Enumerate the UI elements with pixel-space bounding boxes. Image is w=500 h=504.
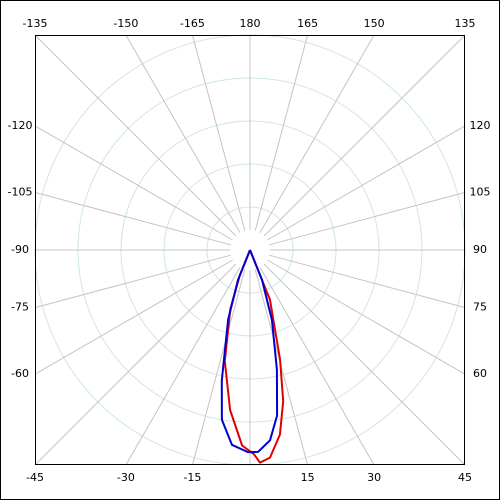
grid-line [125, 34, 241, 233]
angle-label: 120 [470, 119, 491, 132]
grid-line [125, 267, 241, 466]
angle-label: 165 [297, 17, 318, 30]
angle-label: 75 [473, 301, 487, 314]
angle-label: 60 [473, 367, 487, 380]
grid-line [34, 263, 237, 466]
angle-label: 45 [458, 471, 472, 484]
angle-label: 105 [470, 185, 491, 198]
angle-label: -135 [23, 17, 48, 30]
angle-label: -120 [8, 119, 33, 132]
grid-line [34, 34, 237, 237]
grid-line [254, 34, 309, 231]
angle-label: 135 [455, 17, 476, 30]
grid-line [34, 191, 231, 246]
grid-line [259, 34, 375, 233]
angle-label: 15 [301, 471, 315, 484]
grid-line [191, 34, 246, 231]
angle-label: 30 [367, 471, 381, 484]
angle-label: 150 [364, 17, 385, 30]
grid-line [263, 263, 466, 466]
angle-label: -75 [11, 301, 29, 314]
angle-label: -165 [180, 17, 205, 30]
grid-line [259, 267, 375, 466]
angle-label: 180 [240, 17, 261, 30]
angle-label: -45 [26, 471, 44, 484]
angle-label: -30 [117, 471, 135, 484]
grid-line [267, 259, 466, 375]
angle-label: -60 [11, 367, 29, 380]
angle-label: 90 [473, 243, 487, 256]
angle-label: -105 [8, 185, 33, 198]
grid-line [263, 34, 466, 237]
angle-label: -90 [11, 243, 29, 256]
plot-area [35, 35, 465, 465]
angle-label: -15 [183, 471, 201, 484]
grid-line [34, 254, 231, 309]
grid-line [269, 254, 466, 309]
grid-line [269, 191, 466, 246]
grid-line [191, 269, 246, 466]
grid-line [34, 259, 233, 375]
angle-label: -150 [113, 17, 138, 30]
grid-line [267, 125, 466, 241]
grid-line [34, 125, 233, 241]
curve [220, 249, 279, 454]
